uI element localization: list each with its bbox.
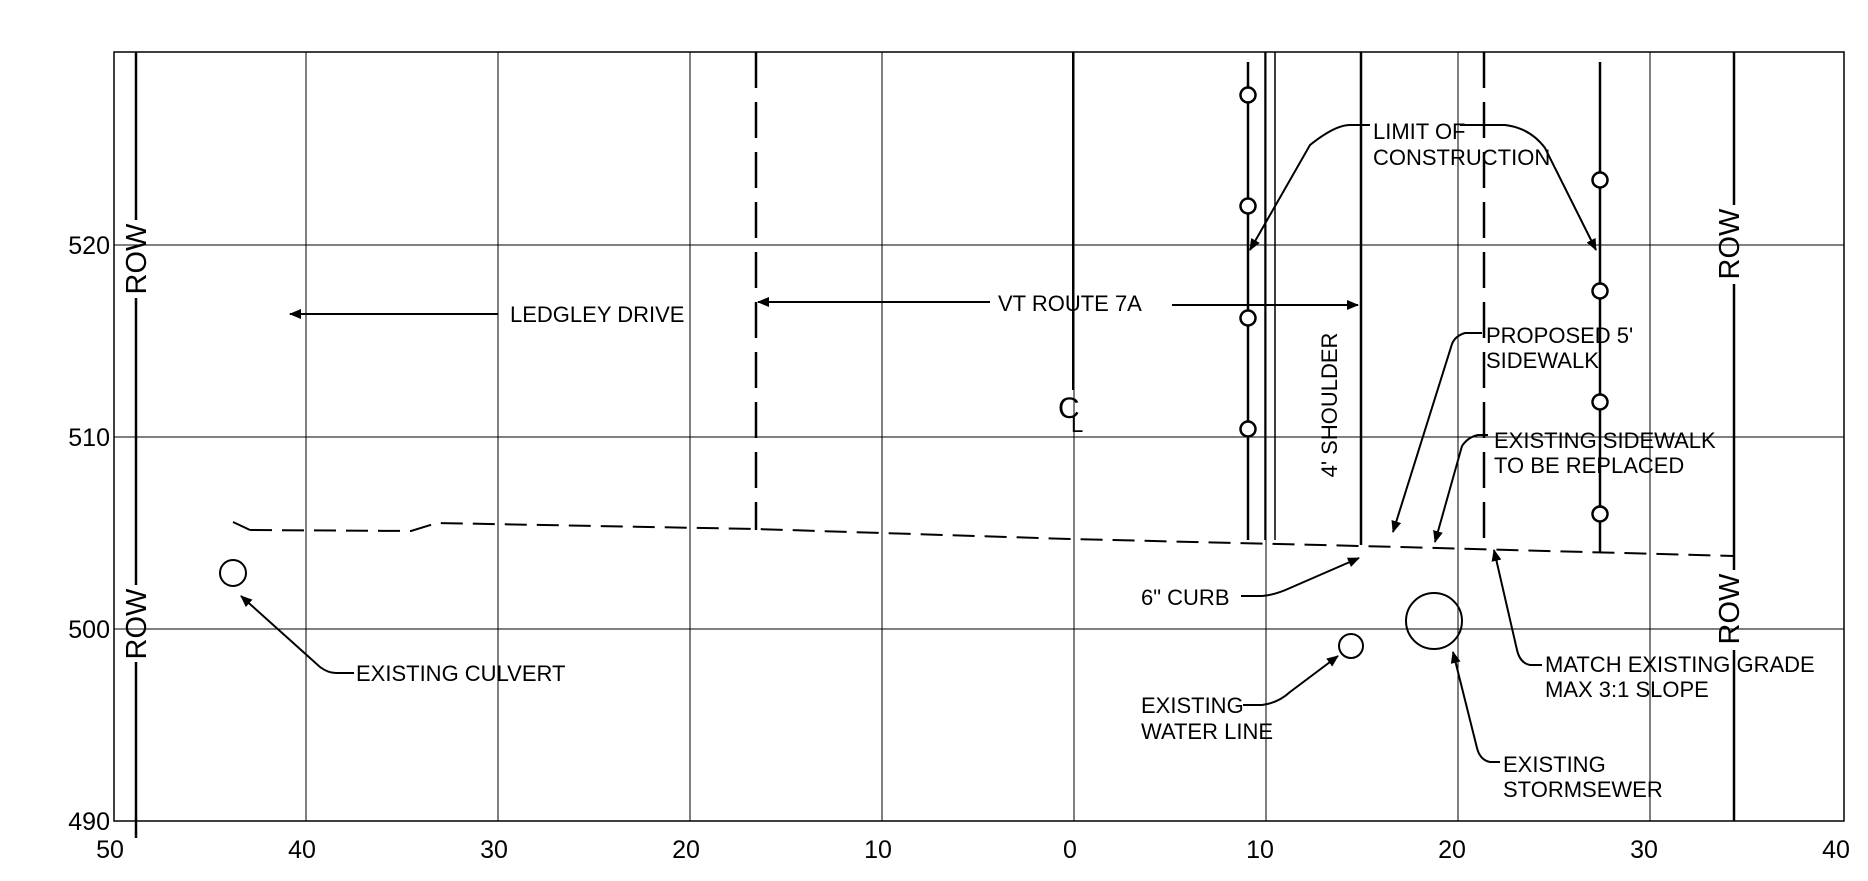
proposed-sidewalk-label: SIDEWALK xyxy=(1486,348,1599,373)
stormsewer-label: EXISTING xyxy=(1503,752,1606,777)
x-tick-label: 0 xyxy=(1063,836,1077,864)
water-line-leader xyxy=(1243,655,1339,706)
limit-marker-circle xyxy=(1591,171,1609,189)
x-tick-label: 50 xyxy=(96,836,124,864)
ground-tick xyxy=(232,521,251,531)
vt-route-label: VT ROUTE 7A xyxy=(998,291,1142,316)
match-grade-label: MATCH EXISTING GRADE xyxy=(1545,652,1815,677)
stormsewer-leader xyxy=(1450,651,1500,763)
y-tick-label: 520 xyxy=(68,232,110,260)
x-tick-label: 10 xyxy=(864,836,892,864)
curb-leader xyxy=(1241,557,1360,597)
proposed-sidewalk-label: PROPOSED 5' xyxy=(1486,323,1633,348)
limit-marker-circle xyxy=(1239,309,1257,327)
row-label-left-upper: ROW xyxy=(121,223,153,295)
x-tick-label: 20 xyxy=(1438,836,1466,864)
x-tick-label: 40 xyxy=(1822,836,1850,864)
proposed-sidewalk-leader xyxy=(1391,332,1482,533)
row-label-right-lower: ROW xyxy=(1714,573,1746,645)
x-tick-label: 30 xyxy=(1630,836,1658,864)
row-label-left-lower: ROW xyxy=(121,588,153,660)
y-tick-label: 510 xyxy=(68,424,110,452)
existing-culvert-symbol xyxy=(219,559,247,587)
water-line-label: WATER LINE xyxy=(1141,719,1273,744)
existing-sidewalk-leader xyxy=(1433,434,1488,543)
limit-marker-circle xyxy=(1239,197,1257,215)
y-axis-labels: 520 510 500 490 xyxy=(68,232,110,836)
existing-ground-profile xyxy=(249,521,1735,557)
y-tick-label: 490 xyxy=(68,808,110,836)
curb-label: 6" CURB xyxy=(1141,585,1230,610)
limit-of-construction-label: CONSTRUCTION xyxy=(1373,145,1550,170)
limit-leader-right xyxy=(1460,124,1597,251)
x-tick-label: 10 xyxy=(1246,836,1274,864)
x-tick-label: 20 xyxy=(672,836,700,864)
x-axis-labels: 50 40 30 20 10 0 10 20 30 40 xyxy=(96,836,1850,864)
stormsewer-label: STORMSEWER xyxy=(1503,777,1663,802)
limit-leader-left xyxy=(1249,124,1370,251)
culvert-leader xyxy=(240,595,354,674)
ledgley-drive-label: LEDGLEY DRIVE xyxy=(510,302,684,327)
limit-marker-circle xyxy=(1591,393,1609,411)
match-grade-label: MAX 3:1 SLOPE xyxy=(1545,677,1709,702)
limit-marker-circle xyxy=(1239,420,1257,438)
centerline-symbol: L xyxy=(1071,412,1083,437)
water-line-label: EXISTING xyxy=(1141,693,1244,718)
shoulder-label: 4' SHOULDER xyxy=(1317,333,1342,478)
existing-water-line-symbol xyxy=(1338,633,1364,659)
limit-marker-circle xyxy=(1591,505,1609,523)
limit-marker-circle xyxy=(1591,282,1609,300)
x-tick-label: 30 xyxy=(480,836,508,864)
existing-sidewalk-label: TO BE REPLACED xyxy=(1494,453,1684,478)
existing-sidewalk-label: EXISTING SIDEWALK xyxy=(1494,428,1716,453)
y-tick-label: 500 xyxy=(68,616,110,644)
existing-stormsewer-symbol xyxy=(1405,592,1463,650)
culvert-label: EXISTING CULVERT xyxy=(356,661,565,686)
row-label-right-upper: ROW xyxy=(1714,208,1746,280)
limit-of-construction-label: LIMIT OF xyxy=(1373,119,1466,144)
limit-marker-circle xyxy=(1239,86,1257,104)
x-tick-label: 40 xyxy=(288,836,316,864)
centerline-symbol: C xyxy=(1058,392,1080,425)
match-grade-leader xyxy=(1491,549,1542,666)
